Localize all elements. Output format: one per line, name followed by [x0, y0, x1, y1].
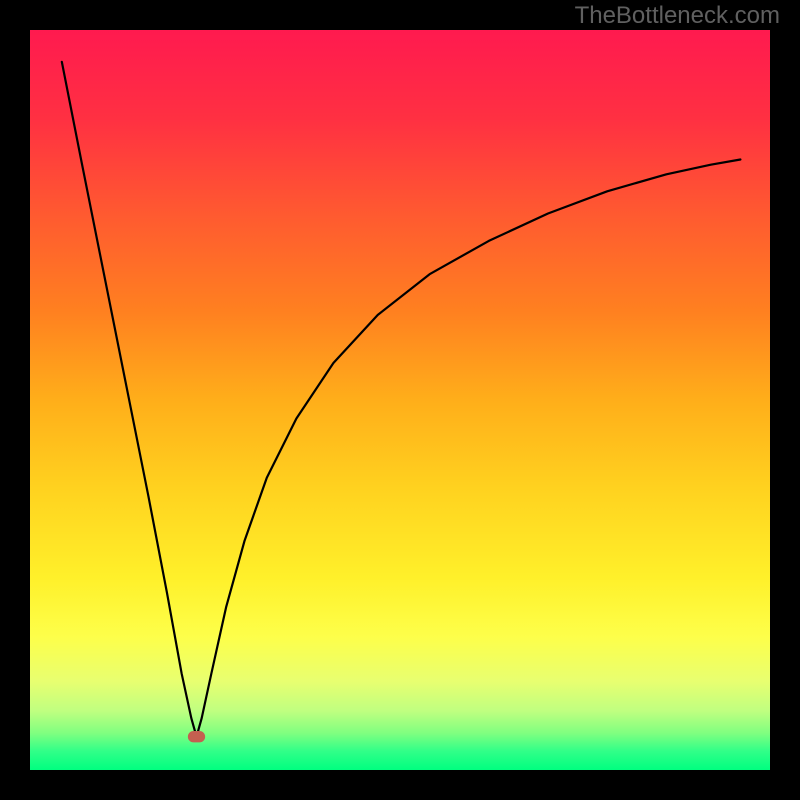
- chart-background: [30, 30, 770, 770]
- chart-frame: TheBottleneck.com: [0, 0, 800, 800]
- watermark-text: TheBottleneck.com: [575, 2, 780, 30]
- minimum-marker: [188, 732, 204, 742]
- chart-svg: [0, 0, 800, 800]
